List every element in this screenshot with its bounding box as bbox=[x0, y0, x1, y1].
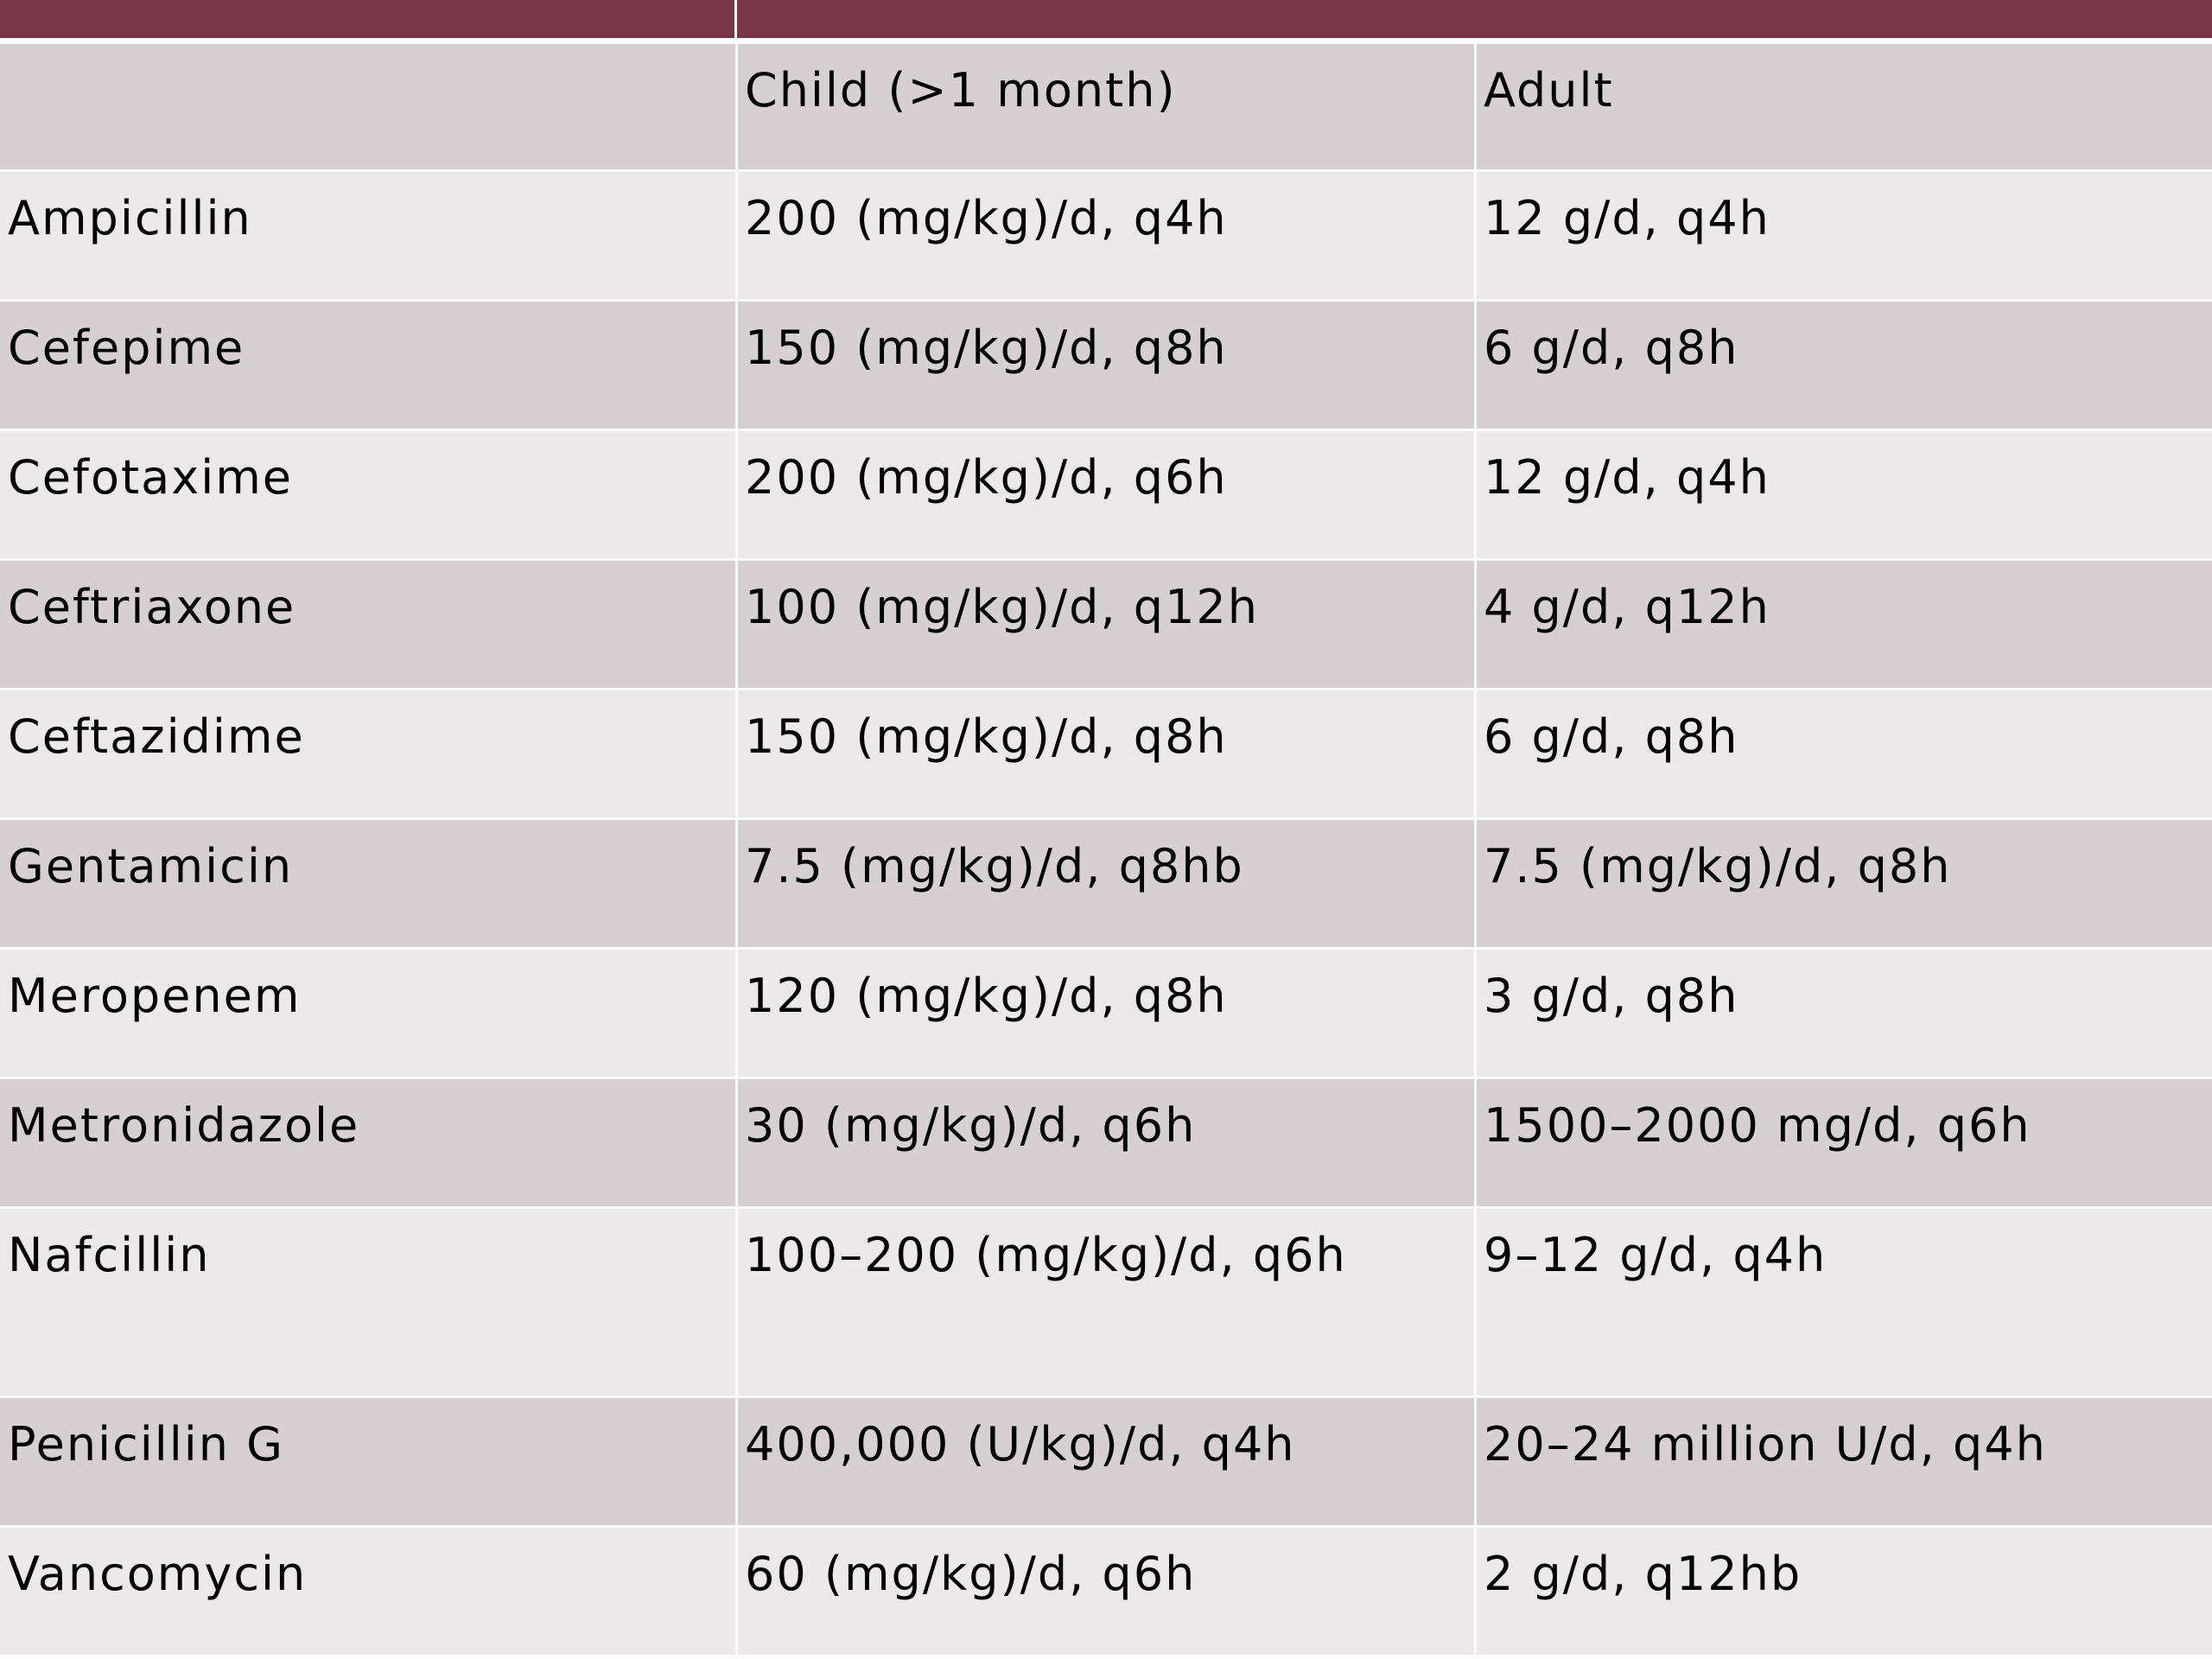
drug-name-cell: Cefepime bbox=[0, 302, 735, 429]
table-title-bar bbox=[0, 0, 2212, 38]
child-dose-cell: 120 (mg/kg)/d, q8h bbox=[738, 950, 1474, 1077]
table-row: Gentamicin 7.5 (mg/kg)/d, q8hb 7.5 (mg/k… bbox=[0, 820, 2212, 950]
adult-dose-cell: 9–12 g/d, q4h bbox=[1477, 1209, 2212, 1395]
table-row: Penicillin G 400,000 (U/kg)/d, q4h 20–24… bbox=[0, 1398, 2212, 1528]
drug-name-cell: Ceftazidime bbox=[0, 690, 735, 817]
header-cell-drug bbox=[0, 44, 735, 169]
child-dose-cell: 400,000 (U/kg)/d, q4h bbox=[738, 1398, 1474, 1525]
header-cell-child: Child (>1 month) bbox=[738, 44, 1474, 169]
child-dose-cell: 150 (mg/kg)/d, q8h bbox=[738, 302, 1474, 429]
drug-name-cell: Penicillin G bbox=[0, 1398, 735, 1525]
title-bar-cell-right bbox=[737, 0, 2212, 38]
table-row: Metronidazole 30 (mg/kg)/d, q6h 1500–200… bbox=[0, 1079, 2212, 1209]
child-dose-cell: 200 (mg/kg)/d, q4h bbox=[738, 172, 1474, 299]
adult-dose-cell: 1500–2000 mg/d, q6h bbox=[1477, 1079, 2212, 1206]
adult-dose-cell: 6 g/d, q8h bbox=[1477, 302, 2212, 429]
table-row: Ampicillin 200 (mg/kg)/d, q4h 12 g/d, q4… bbox=[0, 172, 2212, 302]
drug-name-cell: Ampicillin bbox=[0, 172, 735, 299]
table-row: Nafcillin 100–200 (mg/kg)/d, q6h 9–12 g/… bbox=[0, 1209, 2212, 1398]
drug-name-cell: Cefotaxime bbox=[0, 431, 735, 558]
child-dose-cell: 200 (mg/kg)/d, q6h bbox=[738, 431, 1474, 558]
adult-dose-cell: 4 g/d, q12h bbox=[1477, 561, 2212, 688]
drug-name-cell: Gentamicin bbox=[0, 820, 735, 947]
adult-dose-cell: 20–24 million U/d, q4h bbox=[1477, 1398, 2212, 1525]
table-row: Meropenem 120 (mg/kg)/d, q8h 3 g/d, q8h bbox=[0, 950, 2212, 1079]
adult-dose-cell: 2 g/d, q12hb bbox=[1477, 1528, 2212, 1655]
drug-name-cell: Metronidazole bbox=[0, 1079, 735, 1206]
drug-name-cell: Vancomycin bbox=[0, 1528, 735, 1655]
child-dose-cell: 60 (mg/kg)/d, q6h bbox=[738, 1528, 1474, 1655]
adult-dose-cell: 3 g/d, q8h bbox=[1477, 950, 2212, 1077]
table-row: Cefotaxime 200 (mg/kg)/d, q6h 12 g/d, q4… bbox=[0, 431, 2212, 561]
child-dose-cell: 100 (mg/kg)/d, q12h bbox=[738, 561, 1474, 688]
table-row: Ceftazidime 150 (mg/kg)/d, q8h 6 g/d, q8… bbox=[0, 690, 2212, 820]
adult-dose-cell: 12 g/d, q4h bbox=[1477, 431, 2212, 558]
adult-dose-cell: 6 g/d, q8h bbox=[1477, 690, 2212, 817]
child-dose-cell: 100–200 (mg/kg)/d, q6h bbox=[738, 1209, 1474, 1395]
child-dose-cell: 30 (mg/kg)/d, q6h bbox=[738, 1079, 1474, 1206]
table-row: Ceftriaxone 100 (mg/kg)/d, q12h 4 g/d, q… bbox=[0, 561, 2212, 690]
table-header-row: Child (>1 month) Adult bbox=[0, 44, 2212, 172]
table-row: Vancomycin 60 (mg/kg)/d, q6h 2 g/d, q12h… bbox=[0, 1528, 2212, 1657]
header-cell-adult: Adult bbox=[1477, 44, 2212, 169]
adult-dose-cell: 12 g/d, q4h bbox=[1477, 172, 2212, 299]
drug-name-cell: Meropenem bbox=[0, 950, 735, 1077]
adult-dose-cell: 7.5 (mg/kg)/d, q8h bbox=[1477, 820, 2212, 947]
table-row: Cefepime 150 (mg/kg)/d, q8h 6 g/d, q8h bbox=[0, 302, 2212, 431]
drug-name-cell: Nafcillin bbox=[0, 1209, 735, 1395]
title-bar-cell-left bbox=[0, 0, 734, 38]
dosage-table: Child (>1 month) Adult Ampicillin 200 (m… bbox=[0, 44, 2212, 1657]
child-dose-cell: 150 (mg/kg)/d, q8h bbox=[738, 690, 1474, 817]
drug-name-cell: Ceftriaxone bbox=[0, 561, 735, 688]
child-dose-cell: 7.5 (mg/kg)/d, q8hb bbox=[738, 820, 1474, 947]
